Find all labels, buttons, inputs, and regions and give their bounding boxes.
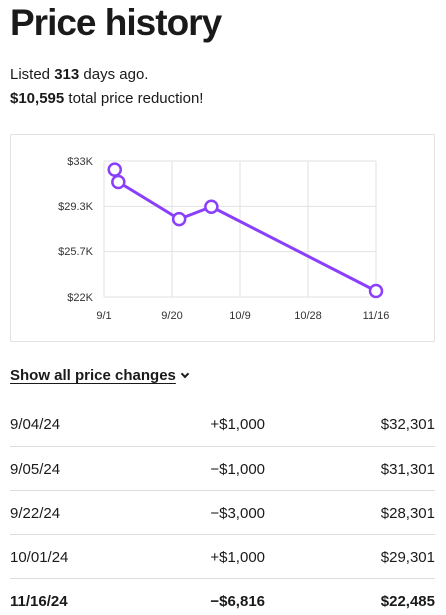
- table-row: 9/04/24 +$1,000 $32,301: [10, 402, 435, 446]
- x-tick-label: 11/16: [363, 310, 390, 322]
- y-tick-label: $22K: [67, 292, 93, 304]
- x-tick-label: 10/9: [229, 310, 250, 322]
- row-price: $32,301: [380, 416, 435, 433]
- row-date: 11/16/24: [10, 593, 68, 610]
- table-row: 9/22/24 −$3,000 $28,301: [10, 490, 435, 534]
- price-history-chart: $33K $29.3K $25.7K $22K 9/1 9/20 10/9 10…: [10, 134, 435, 342]
- row-change: +$1,000: [210, 416, 265, 433]
- show-all-price-changes-link[interactable]: Show all price changes: [10, 367, 190, 384]
- row-change: −$1,000: [210, 461, 265, 478]
- row-price: $22,485: [380, 593, 435, 610]
- row-date: 9/04/24: [10, 416, 61, 433]
- data-point: [107, 162, 122, 177]
- page-title: Price history: [10, 2, 222, 43]
- y-tick-label: $29.3K: [58, 201, 94, 213]
- listed-prefix: Listed: [10, 66, 55, 83]
- listed-days: 313: [54, 66, 80, 83]
- x-tick-label: 10/28: [294, 310, 322, 322]
- table-row: 11/16/24 −$6,816 $22,485: [10, 578, 435, 615]
- data-point: [111, 174, 126, 190]
- row-change: +$1,000: [210, 549, 265, 566]
- row-date: 10/01/24: [10, 549, 69, 566]
- reduction-summary: $10,595 total price reduction!: [10, 90, 203, 107]
- row-price: $29,301: [380, 549, 435, 566]
- listed-summary: Listed 313 days ago.: [10, 66, 148, 83]
- row-change: −$6,816: [210, 593, 265, 610]
- chart-svg: $33K $29.3K $25.7K $22K 9/1 9/20 10/9 10…: [58, 156, 390, 322]
- series-line: [113, 169, 377, 293]
- row-change: −$3,000: [210, 505, 265, 522]
- price-changes-table: 9/04/24 +$1,000 $32,301 9/05/24 −$1,000 …: [10, 402, 435, 615]
- y-tick-label: $25.7K: [58, 246, 94, 258]
- table-row: 9/05/24 −$1,000 $31,301: [10, 446, 435, 490]
- data-point: [171, 211, 187, 227]
- show-all-label: Show all price changes: [10, 367, 176, 384]
- data-point: [368, 283, 384, 299]
- listed-suffix: days ago.: [79, 66, 149, 83]
- reduction-amount: $10,595: [10, 90, 65, 107]
- row-price: $31,301: [380, 461, 435, 478]
- chevron-down-icon: [180, 369, 190, 378]
- table-row: 10/01/24 +$1,000 $29,301: [10, 534, 435, 578]
- y-tick-label: $33K: [67, 156, 93, 168]
- row-price: $28,301: [380, 505, 435, 522]
- x-tick-label: 9/1: [96, 310, 111, 322]
- row-date: 9/22/24: [10, 505, 61, 522]
- reduction-suffix: total price reduction!: [64, 90, 204, 107]
- data-point: [204, 199, 219, 214]
- row-date: 9/05/24: [10, 461, 61, 478]
- x-tick-label: 9/20: [161, 310, 182, 322]
